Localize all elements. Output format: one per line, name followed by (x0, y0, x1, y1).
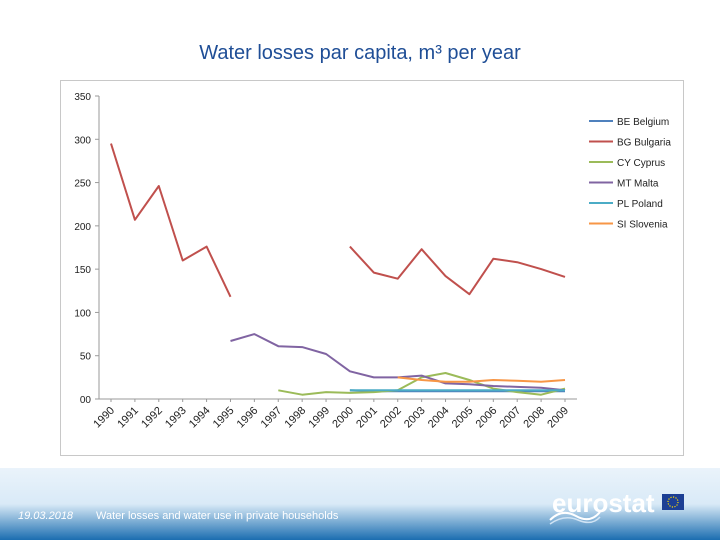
x-tick-label: 2007 (498, 405, 524, 431)
y-tick-label: 350 (74, 92, 91, 103)
series-line (110, 143, 232, 298)
x-tick-label: 1997 (259, 405, 285, 431)
y-tick-label: 00 (80, 395, 92, 406)
y-tick-label: 50 (80, 352, 92, 363)
x-tick-label: 1996 (235, 405, 261, 431)
x-tick-label: 1998 (282, 405, 308, 431)
legend-label: MT Malta (617, 179, 659, 190)
footer-title: Water losses and water use in private ho… (96, 510, 339, 522)
legend-label: BG Bulgaria (617, 138, 671, 149)
y-tick-label: 250 (74, 179, 91, 190)
x-tick-label: 1993 (163, 405, 189, 431)
x-tick-label: 1991 (115, 405, 141, 431)
x-tick-label: 2008 (521, 405, 547, 431)
y-tick-label: 150 (74, 265, 91, 276)
x-tick-label: 2000 (330, 405, 356, 431)
x-tick-label: 1995 (211, 405, 237, 431)
eurostat-logo: eurostat (549, 490, 684, 525)
series-line (397, 376, 566, 383)
series-line (349, 245, 566, 296)
legend-label: CY Cyprus (617, 158, 665, 169)
y-tick-label: 100 (74, 308, 91, 319)
x-tick-label: 2006 (474, 405, 500, 431)
eu-flag-icon (662, 494, 684, 510)
x-tick-label: 2005 (450, 405, 476, 431)
y-tick-label: 300 (74, 135, 91, 146)
legend-label: PL Poland (617, 199, 663, 210)
x-tick-label: 1994 (187, 405, 213, 431)
legend-label: BE Belgium (617, 117, 669, 128)
x-tick-label: 2001 (354, 405, 380, 431)
slide-title: Water losses par capita, m³ per year (199, 42, 521, 64)
y-tick-label: 200 (74, 222, 91, 233)
x-tick-label: 2002 (378, 405, 404, 431)
x-tick-label: 2003 (402, 405, 428, 431)
series-line (278, 372, 566, 396)
bottom-band (0, 468, 720, 540)
footer-date: 19.03.2018 (18, 510, 74, 522)
chart-frame: 00 50 100 150 200 250 300 350 1990 1991 1992 1993 19… (60, 80, 684, 456)
x-tick-label: 1992 (139, 405, 165, 431)
series-line (230, 333, 566, 392)
x-tick-label: 1999 (306, 405, 332, 431)
x-tick-label: 2009 (545, 405, 571, 431)
x-tick-label: 1990 (91, 405, 117, 431)
logo-text: eurostat (552, 490, 655, 518)
legend-label: SI Slovenia (617, 220, 668, 231)
logo-swirl-icon (549, 511, 601, 525)
line-chart: 0050100150200250300350199019911992199319… (74, 92, 671, 431)
x-tick-label: 2004 (426, 405, 452, 431)
